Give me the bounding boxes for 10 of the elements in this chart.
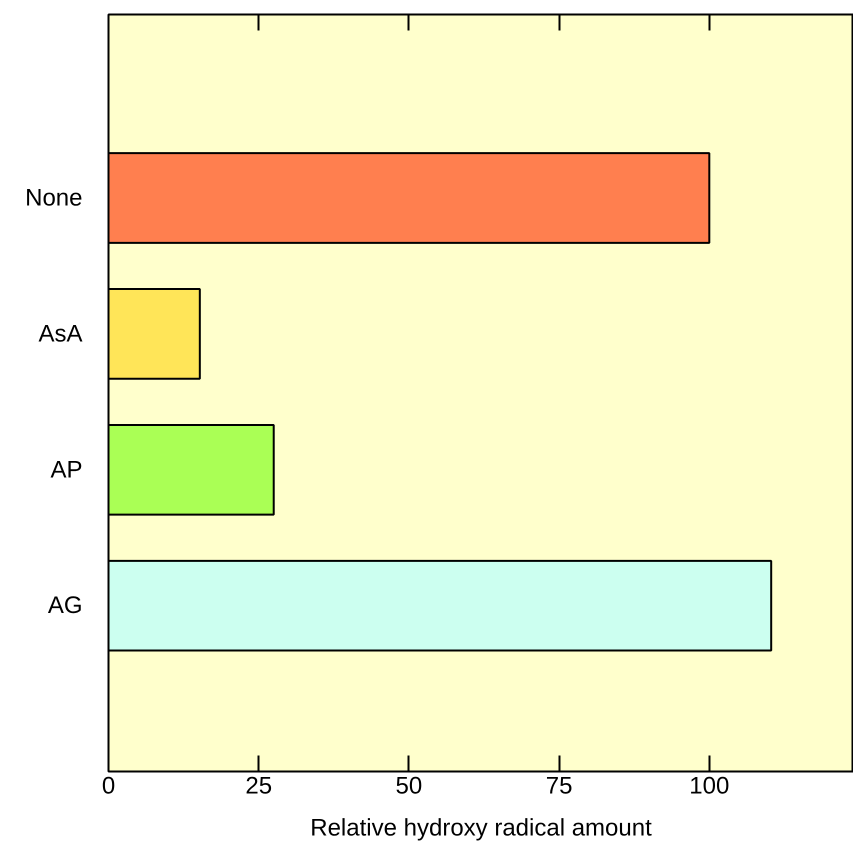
- x-tick-label: 25: [245, 772, 272, 800]
- y-tick-label: AP: [50, 456, 82, 484]
- x-tick-label: 75: [546, 772, 572, 800]
- x-axis-title: Relative hydroxy radical amount: [310, 814, 652, 842]
- y-tick-label: AG: [48, 592, 83, 620]
- y-tick-label: None: [25, 184, 82, 212]
- x-tick-label: 50: [396, 772, 422, 800]
- x-tick-label: 100: [689, 772, 730, 800]
- y-tick-label: AsA: [38, 320, 82, 348]
- x-tick-label: 0: [102, 772, 116, 800]
